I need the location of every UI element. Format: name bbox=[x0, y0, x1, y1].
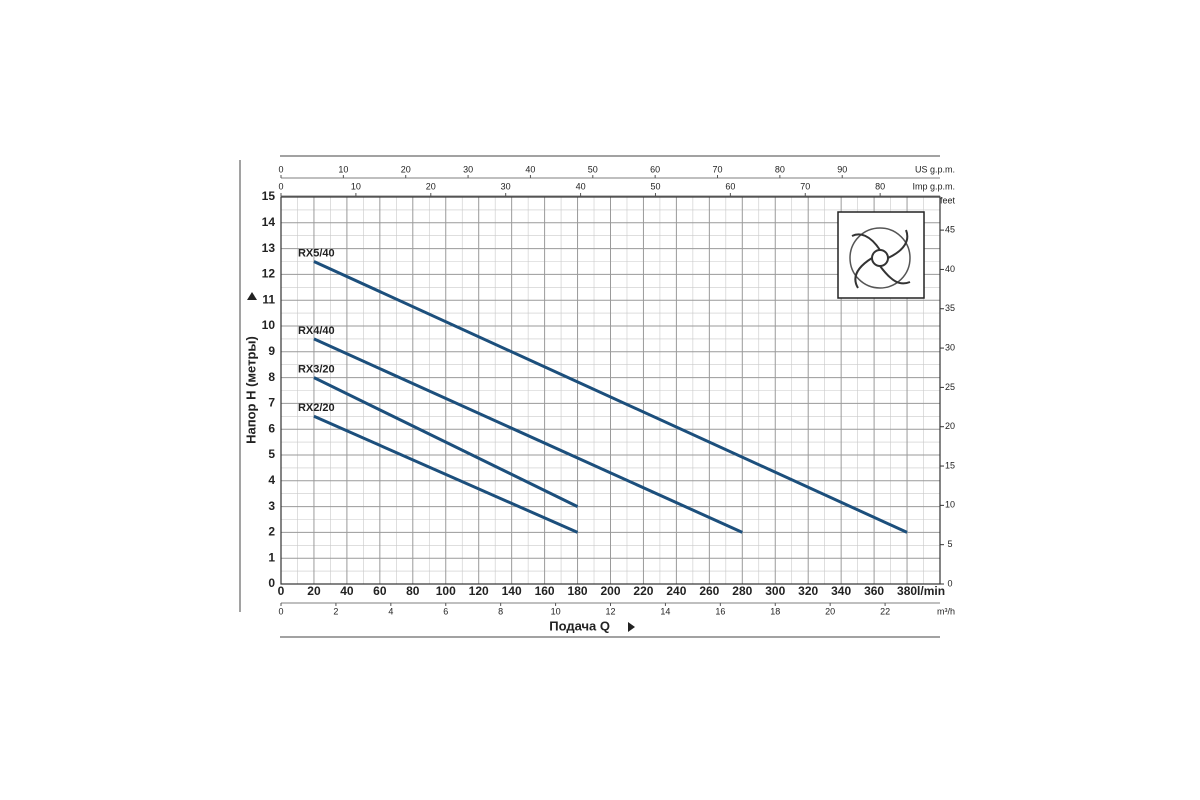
x-tick-label: 260 bbox=[699, 584, 719, 598]
y-axis-title: Напор H (метры) bbox=[243, 336, 258, 444]
series-label: RX5/40 bbox=[298, 247, 335, 259]
bottom2-tick-label: 20 bbox=[825, 606, 835, 616]
x-tick-label: 80 bbox=[406, 584, 420, 598]
axis-arrow bbox=[247, 292, 257, 300]
top-tick-label: 70 bbox=[712, 164, 722, 174]
y-tick-label: 6 bbox=[268, 421, 275, 435]
top-axis-title: US g.p.m. bbox=[915, 164, 955, 174]
y-tick-label: 0 bbox=[268, 576, 275, 590]
y2-tick-label: 0 bbox=[947, 578, 952, 588]
top-tick-label: 40 bbox=[576, 181, 586, 191]
bottom2-tick-label: 4 bbox=[388, 606, 393, 616]
x-tick-label: 340 bbox=[831, 584, 851, 598]
x-tick-label: 40 bbox=[340, 584, 354, 598]
bottom2-tick-label: 18 bbox=[770, 606, 780, 616]
y2-tick-label: 45 bbox=[945, 224, 955, 234]
top-tick-label: 30 bbox=[501, 181, 511, 191]
series-line bbox=[313, 337, 743, 534]
y2-axis-title: feet bbox=[940, 195, 956, 205]
top-tick-label: 30 bbox=[463, 164, 473, 174]
top-tick-label: 10 bbox=[351, 181, 361, 191]
x-tick-label: 300 bbox=[765, 584, 785, 598]
y2-tick-label: 25 bbox=[945, 382, 955, 392]
y2-tick-label: 5 bbox=[947, 539, 952, 549]
x-tick-label: 20 bbox=[307, 584, 321, 598]
x-tick-label: 220 bbox=[633, 584, 653, 598]
bottom2-tick-label: 8 bbox=[498, 606, 503, 616]
y-tick-label: 13 bbox=[262, 241, 276, 255]
top-tick-label: 10 bbox=[338, 164, 348, 174]
y-tick-label: 15 bbox=[262, 189, 276, 203]
x-tick-label: 320 bbox=[798, 584, 818, 598]
x-tick-label: 200 bbox=[600, 584, 620, 598]
top-axis-title: Imp g.p.m. bbox=[912, 181, 955, 191]
y2-tick-label: 40 bbox=[945, 264, 955, 274]
y-tick-label: 14 bbox=[262, 215, 276, 229]
bottom2-tick-label: 10 bbox=[551, 606, 561, 616]
y2-tick-label: 35 bbox=[945, 303, 955, 313]
top-tick-label: 70 bbox=[800, 181, 810, 191]
axis-arrow bbox=[628, 622, 635, 632]
y-tick-label: 1 bbox=[268, 550, 275, 564]
bottom2-tick-label: 12 bbox=[605, 606, 615, 616]
y2-tick-label: 30 bbox=[945, 342, 955, 352]
top-tick-label: 80 bbox=[775, 164, 785, 174]
series-line bbox=[313, 260, 908, 534]
top-tick-label: 0 bbox=[278, 164, 283, 174]
y-tick-label: 10 bbox=[262, 318, 276, 332]
series-line bbox=[313, 376, 579, 508]
x-axis-title: Подача Q bbox=[549, 618, 610, 633]
top-tick-label: 50 bbox=[588, 164, 598, 174]
x-tick-label: 120 bbox=[469, 584, 489, 598]
x-tick-label: 280 bbox=[732, 584, 752, 598]
x-tick-label: 60 bbox=[373, 584, 387, 598]
plot-frame bbox=[280, 196, 941, 585]
x-tick-label: 380 bbox=[897, 584, 917, 598]
y2-tick-label: 15 bbox=[945, 460, 955, 470]
y-tick-label: 12 bbox=[262, 267, 276, 281]
y-tick-label: 3 bbox=[268, 499, 275, 513]
top-tick-label: 60 bbox=[650, 164, 660, 174]
y-tick-label: 8 bbox=[268, 370, 275, 384]
top-tick-label: 20 bbox=[426, 181, 436, 191]
series-line bbox=[313, 414, 579, 534]
top-tick-label: 90 bbox=[837, 164, 847, 174]
x-tick-label: 240 bbox=[666, 584, 686, 598]
top-tick-label: 40 bbox=[525, 164, 535, 174]
bottom2-tick-label: 6 bbox=[443, 606, 448, 616]
top-tick-label: 20 bbox=[401, 164, 411, 174]
impeller-icon bbox=[837, 211, 925, 299]
series-label: RX3/20 bbox=[298, 364, 335, 376]
top-tick-label: 50 bbox=[650, 181, 660, 191]
x-tick-label: 100 bbox=[436, 584, 456, 598]
x-unit: l/min bbox=[917, 584, 945, 598]
series-label: RX4/40 bbox=[298, 325, 335, 337]
y-tick-label: 4 bbox=[268, 473, 275, 487]
top-tick-label: 80 bbox=[875, 181, 885, 191]
x-tick-label: 360 bbox=[864, 584, 884, 598]
x-tick-label: 140 bbox=[502, 584, 522, 598]
y-tick-label: 5 bbox=[268, 447, 275, 461]
bottom2-tick-label: 0 bbox=[278, 606, 283, 616]
y-tick-label: 2 bbox=[268, 525, 275, 539]
y2-tick-label: 20 bbox=[945, 421, 955, 431]
y2-tick-label: 10 bbox=[945, 500, 955, 510]
y-tick-label: 7 bbox=[268, 396, 275, 410]
bottom2-tick-label: 2 bbox=[333, 606, 338, 616]
y-tick-label: 9 bbox=[268, 344, 275, 358]
y-tick-label: 11 bbox=[262, 292, 275, 306]
x-tick-label: 180 bbox=[568, 584, 588, 598]
x-tick-label: 160 bbox=[535, 584, 555, 598]
x-tick-label: 0 bbox=[278, 584, 285, 598]
bottom2-tick-label: 14 bbox=[660, 606, 670, 616]
top-tick-label: 60 bbox=[725, 181, 735, 191]
bottom2-tick-label: 22 bbox=[880, 606, 890, 616]
bottom2-axis-title: m³/h bbox=[937, 606, 955, 616]
series-label: RX2/20 bbox=[298, 402, 335, 414]
top-tick-label: 0 bbox=[278, 181, 283, 191]
bottom2-tick-label: 16 bbox=[715, 606, 725, 616]
